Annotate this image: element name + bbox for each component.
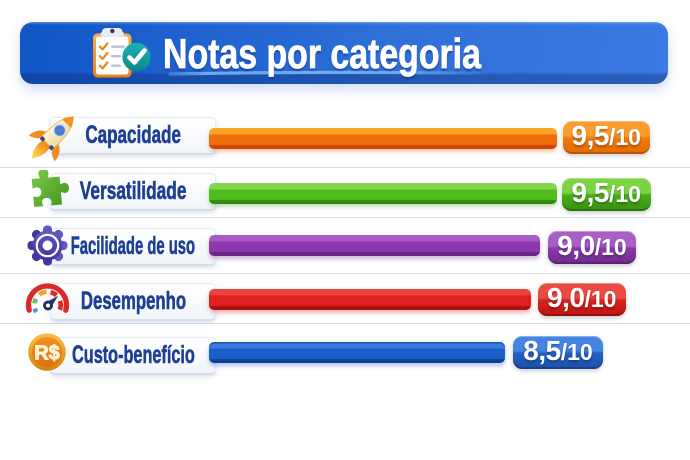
svg-text:R$: R$ (34, 343, 60, 365)
